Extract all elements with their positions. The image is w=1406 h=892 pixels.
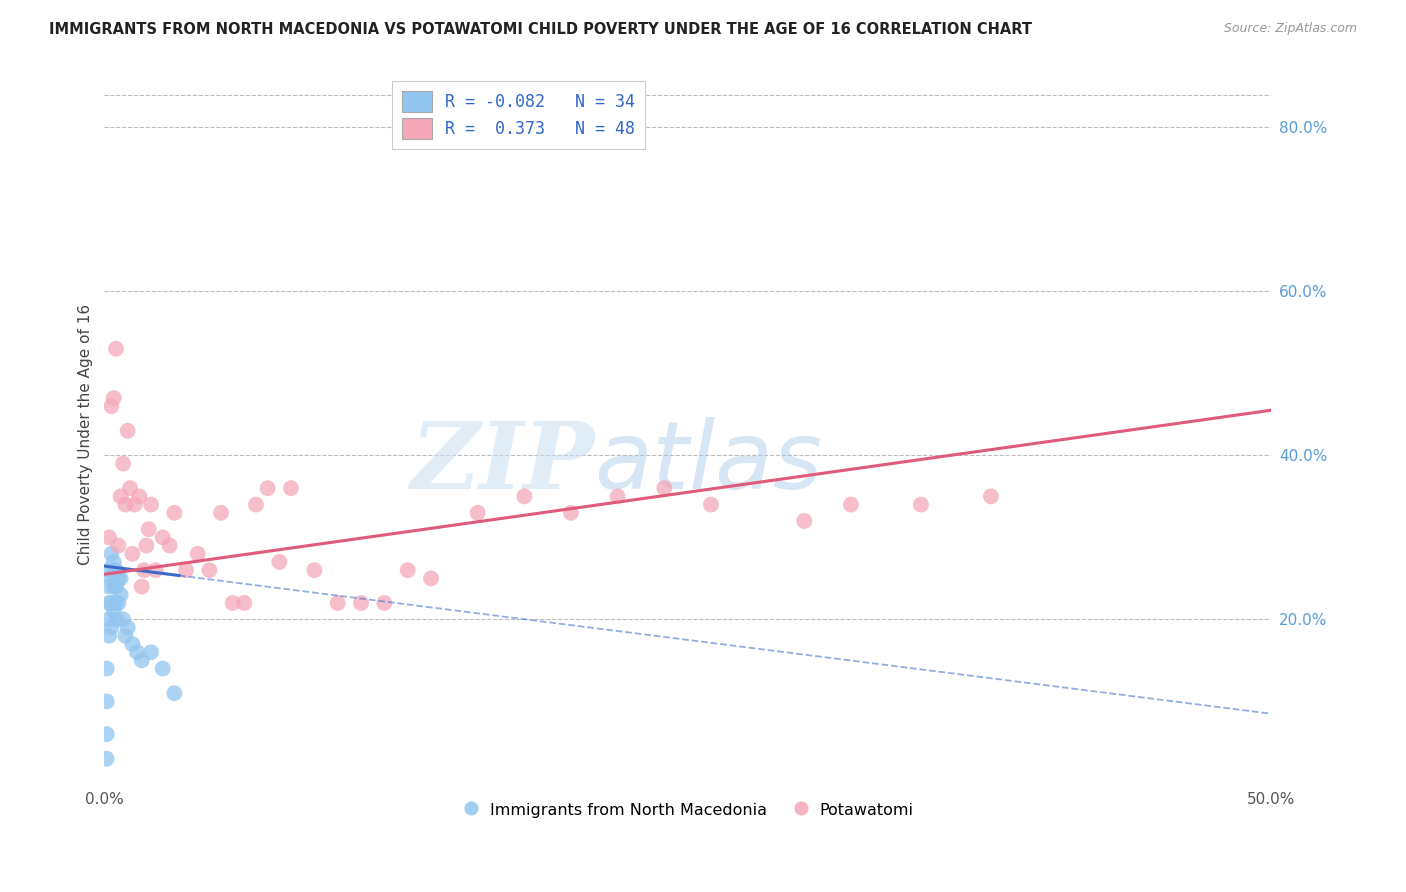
Point [121,547,143,561]
Point [138,522,160,536]
Point [98,612,121,626]
Point [174,563,197,577]
Point [100,399,122,413]
Point [105,612,128,626]
Point [159,539,181,553]
Point [980,489,1002,503]
Point [280,481,302,495]
Point [98,563,121,577]
Point [209,506,232,520]
Point [793,514,815,528]
Point [256,481,278,495]
Point [117,424,139,438]
Point [112,457,135,471]
Point [103,555,125,569]
Point [107,539,129,553]
Point [373,596,395,610]
Point [107,596,129,610]
Point [396,563,419,577]
Point [125,645,148,659]
Point [96,662,118,676]
Point [107,571,129,585]
Point [118,481,141,495]
Point [103,563,125,577]
Point [110,571,132,585]
Point [100,596,122,610]
Y-axis label: Child Poverty Under the Age of 16: Child Poverty Under the Age of 16 [79,304,93,566]
Point [420,571,443,585]
Point [222,596,245,610]
Point [139,498,162,512]
Point [98,596,121,610]
Text: IMMIGRANTS FROM NORTH MACEDONIA VS POTAWATOMI CHILD POVERTY UNDER THE AGE OF 16 : IMMIGRANTS FROM NORTH MACEDONIA VS POTAW… [49,22,1032,37]
Point [98,530,121,544]
Point [910,498,932,512]
Point [163,506,186,520]
Point [304,563,326,577]
Point [350,596,373,610]
Point [152,530,174,544]
Point [110,489,132,503]
Point [606,489,628,503]
Point [245,498,267,512]
Point [467,506,489,520]
Point [326,596,349,610]
Text: ZIP: ZIP [411,417,595,508]
Point [112,612,135,626]
Point [121,637,143,651]
Point [700,498,723,512]
Point [128,489,150,503]
Point [198,563,221,577]
Point [110,588,132,602]
Point [105,596,128,610]
Point [98,580,121,594]
Point [105,563,128,577]
Point [163,686,186,700]
Point [513,489,536,503]
Point [103,580,125,594]
Point [96,694,118,708]
Point [139,645,162,659]
Point [105,342,128,356]
Point [114,498,136,512]
Point [152,662,174,676]
Point [103,391,125,405]
Point [124,498,146,512]
Point [114,629,136,643]
Point [145,563,167,577]
Point [132,563,155,577]
Point [269,555,291,569]
Text: atlas: atlas [595,417,823,508]
Point [100,621,122,635]
Point [187,547,209,561]
Point [839,498,862,512]
Point [135,539,157,553]
Point [100,571,122,585]
Point [117,621,139,635]
Point [96,727,118,741]
Point [131,580,153,594]
Point [105,580,128,594]
Legend: Immigrants from North Macedonia, Potawatomi: Immigrants from North Macedonia, Potawat… [456,795,921,824]
Point [131,653,153,667]
Point [100,547,122,561]
Point [103,604,125,618]
Point [96,752,118,766]
Point [560,506,582,520]
Point [98,629,121,643]
Point [233,596,256,610]
Point [652,481,675,495]
Text: Source: ZipAtlas.com: Source: ZipAtlas.com [1223,22,1357,36]
